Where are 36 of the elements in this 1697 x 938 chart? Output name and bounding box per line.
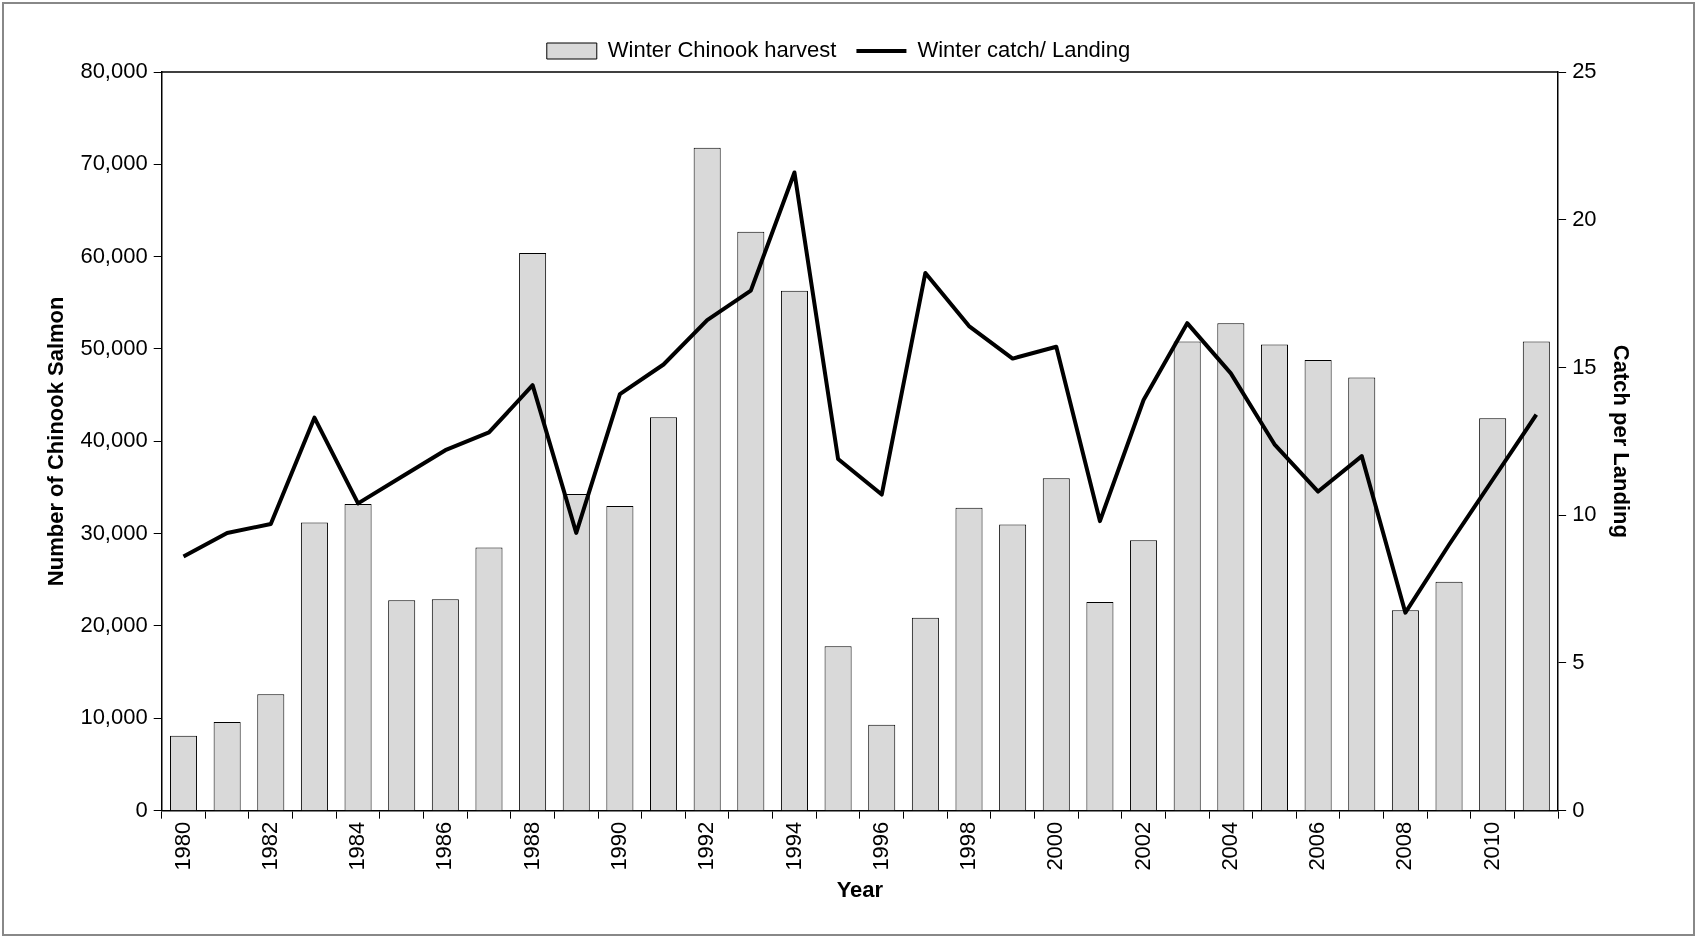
x-tick-label: 1992 (693, 821, 719, 871)
x-tick-label: 2008 (1391, 821, 1417, 871)
y-tick-label: 20,000 (80, 612, 148, 638)
y2-tick-label: 10 (1572, 501, 1597, 527)
x-tick-label: 1986 (431, 821, 457, 871)
x-tick-label: 2004 (1216, 821, 1242, 871)
y-axis-title: Number of Chinook Salmon (43, 296, 69, 587)
x-tick-label: 2006 (1304, 821, 1330, 871)
y-tick-label: 60,000 (80, 242, 148, 268)
y-tick-label: 30,000 (80, 519, 148, 545)
x-tick-label: 1996 (867, 821, 893, 871)
x-tick-label: 1988 (518, 821, 544, 871)
x-tick-label: 1984 (344, 821, 370, 871)
x-tick-label: 1980 (169, 821, 195, 871)
y-tick-label: 70,000 (80, 150, 148, 176)
y-tick-label: 0 (135, 796, 148, 822)
y2-tick-label: 25 (1572, 58, 1597, 84)
x-tick-label: 2010 (1478, 821, 1504, 871)
x-axis-title: Year (836, 876, 884, 902)
x-tick-label: 1994 (780, 821, 806, 871)
y2-tick-label: 20 (1572, 205, 1597, 231)
y-tick-label: 80,000 (80, 58, 148, 84)
x-tick-label: 1990 (605, 821, 631, 871)
x-tick-label: 2002 (1129, 821, 1155, 871)
y-tick-label: 40,000 (80, 427, 148, 453)
x-tick-label: 2000 (1042, 821, 1068, 871)
y-tick-label: 50,000 (80, 335, 148, 361)
y-tick-label: 10,000 (80, 704, 148, 730)
x-tick-label: 1998 (955, 821, 981, 871)
y2-tick-label: 5 (1572, 648, 1585, 674)
legend-label: Winter catch/ Landing (917, 37, 1131, 63)
x-tick-label: 1982 (256, 821, 282, 871)
y2-tick-label: 0 (1572, 796, 1585, 822)
y2-axis-title: Catch per Landing (1608, 344, 1634, 538)
y2-tick-label: 15 (1572, 353, 1597, 379)
legend-label: Winter Chinook harvest (607, 37, 837, 63)
